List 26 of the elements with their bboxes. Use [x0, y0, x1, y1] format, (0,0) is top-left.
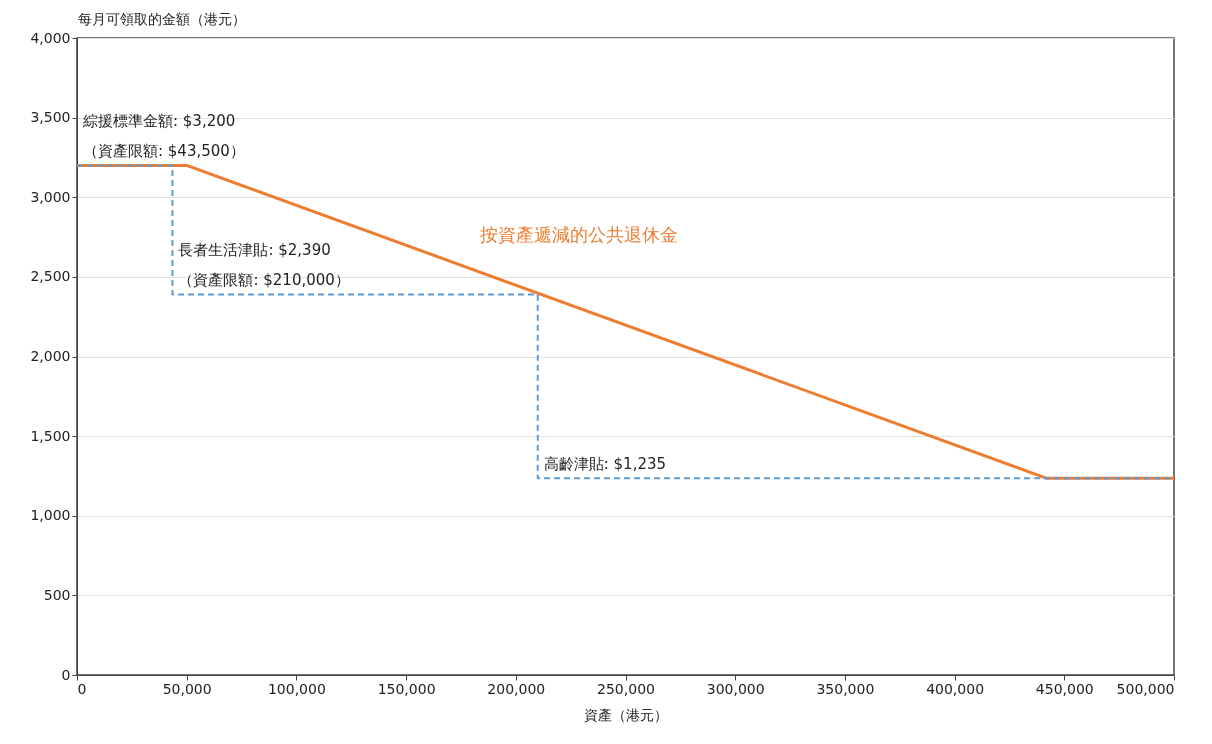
- y-tick-label: 1,500: [30, 427, 71, 444]
- x-tick-label: 450,000: [1035, 680, 1094, 697]
- x-tick-label: 350,000: [816, 680, 875, 697]
- y-tick-label: 4,000: [30, 29, 71, 46]
- x-tick-label: 250,000: [597, 680, 655, 697]
- annotation: 高齡津貼: $1,235: [543, 455, 667, 474]
- y-tick-label: 3,500: [30, 109, 71, 126]
- y-axis-title: 每月可領取的金額（港元）: [77, 10, 246, 27]
- y-tick-label: 0: [61, 666, 71, 683]
- x-tick-label: 100,000: [267, 680, 326, 697]
- x-tick-label: 0: [77, 680, 87, 697]
- series-label: 按資產遞減的公共退休金: [479, 223, 678, 245]
- x-axis-title: 資產（港元）: [584, 706, 668, 723]
- x-tick-label: 200,000: [487, 680, 546, 697]
- y-tick-label: 1,000: [30, 507, 71, 524]
- y-tick-label: 2,000: [30, 348, 71, 364]
- annotation: 長者生活津貼: $2,390 （資產限額: $210,000）: [178, 241, 350, 290]
- annotation: 綜援標準金額: $3,200 （資產限額: $43,500）: [82, 112, 245, 161]
- x-tick-label: 400,000: [926, 680, 985, 697]
- x-tick-label: 300,000: [706, 680, 765, 697]
- x-tick-label: 50,000: [162, 680, 212, 697]
- y-tick-label: 2,500: [30, 268, 71, 285]
- x-tick-label: 500,000: [1116, 680, 1175, 697]
- y-tick-label: 500: [43, 586, 71, 603]
- y-tick-label: 3,000: [30, 188, 71, 205]
- x-tick-label: 150,000: [377, 680, 436, 697]
